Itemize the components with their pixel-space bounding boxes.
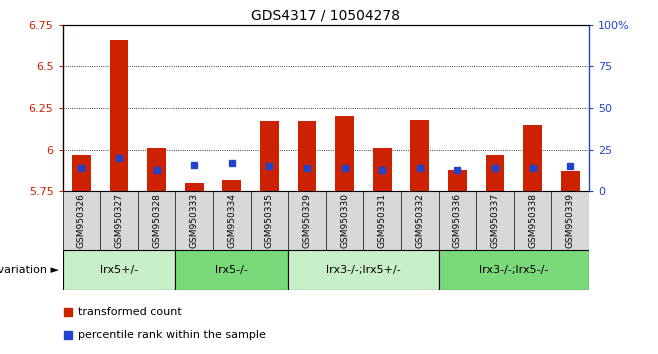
Bar [561, 171, 580, 191]
Bar [185, 183, 203, 191]
Text: GSM950329: GSM950329 [303, 193, 311, 248]
Bar [523, 125, 542, 191]
Text: genotype/variation ►: genotype/variation ► [0, 265, 59, 275]
Text: GSM950333: GSM950333 [190, 193, 199, 248]
Text: GSM950331: GSM950331 [378, 193, 387, 248]
Title: GDS4317 / 10504278: GDS4317 / 10504278 [251, 8, 400, 22]
Text: GSM950336: GSM950336 [453, 193, 462, 248]
Text: GSM950328: GSM950328 [152, 193, 161, 248]
Text: GSM950335: GSM950335 [265, 193, 274, 248]
Text: lrx3-/-;lrx5-/-: lrx3-/-;lrx5-/- [479, 265, 548, 275]
Text: GSM950334: GSM950334 [227, 193, 236, 248]
Bar [222, 179, 241, 191]
Text: lrx5+/-: lrx5+/- [100, 265, 138, 275]
Bar [448, 170, 467, 191]
Bar [260, 121, 279, 191]
Text: GSM950326: GSM950326 [77, 193, 86, 248]
Bar [411, 120, 429, 191]
Bar [486, 155, 504, 191]
Text: lrx5-/-: lrx5-/- [215, 265, 248, 275]
Text: GSM950338: GSM950338 [528, 193, 537, 248]
Text: percentile rank within the sample: percentile rank within the sample [78, 330, 266, 341]
Text: GSM950339: GSM950339 [566, 193, 574, 248]
Text: GSM950337: GSM950337 [490, 193, 499, 248]
Text: GSM950332: GSM950332 [415, 193, 424, 248]
Bar [335, 116, 354, 191]
Bar [372, 148, 392, 191]
Bar [63, 250, 175, 290]
Bar [297, 121, 316, 191]
Text: transformed count: transformed count [78, 307, 182, 318]
Text: GSM950330: GSM950330 [340, 193, 349, 248]
Bar [175, 250, 288, 290]
Text: GSM950327: GSM950327 [114, 193, 124, 248]
Text: lrx3-/-;lrx5+/-: lrx3-/-;lrx5+/- [326, 265, 401, 275]
Bar [72, 155, 91, 191]
Bar [438, 250, 589, 290]
Bar [288, 250, 438, 290]
Bar [147, 148, 166, 191]
Bar [109, 40, 128, 191]
